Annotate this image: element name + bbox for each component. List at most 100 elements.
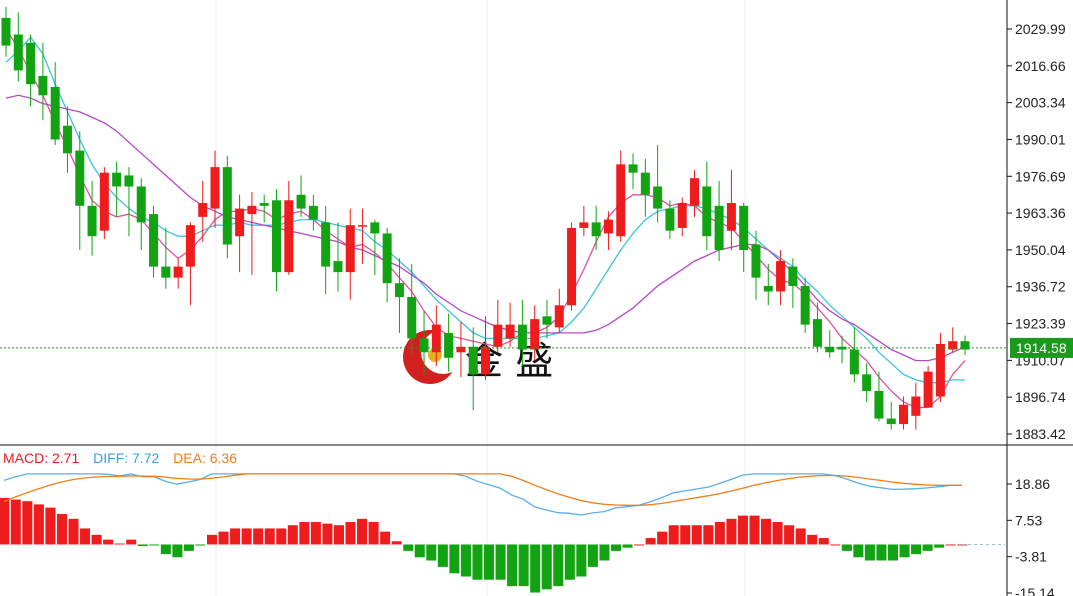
candle bbox=[62, 106, 72, 173]
candle-body bbox=[677, 203, 687, 228]
candle bbox=[247, 192, 257, 275]
macd-bar bbox=[807, 534, 818, 545]
candle bbox=[923, 366, 933, 408]
candle-body bbox=[530, 319, 540, 350]
macd-bar bbox=[56, 514, 67, 545]
candle bbox=[935, 332, 945, 403]
candle bbox=[899, 396, 909, 430]
candle bbox=[616, 150, 626, 242]
macd-bar bbox=[80, 528, 91, 545]
candle bbox=[185, 222, 195, 306]
macd-bar bbox=[599, 544, 610, 561]
candle bbox=[837, 335, 847, 364]
candle-body bbox=[468, 346, 478, 375]
candle-body bbox=[616, 164, 626, 237]
macd-bar bbox=[333, 525, 344, 545]
macd-bar bbox=[518, 544, 529, 587]
candle-body bbox=[763, 285, 773, 292]
candle bbox=[50, 62, 60, 146]
macd-bar bbox=[287, 525, 298, 545]
macd-bar bbox=[864, 544, 875, 561]
macd-bar bbox=[818, 538, 829, 545]
candle-body bbox=[517, 324, 527, 350]
macd-bar bbox=[345, 522, 356, 545]
macd-bar bbox=[357, 518, 368, 545]
candle-body bbox=[825, 346, 835, 353]
candle-body bbox=[173, 266, 183, 278]
macd-bar bbox=[414, 544, 425, 558]
candle-body bbox=[567, 227, 577, 306]
candle bbox=[26, 34, 36, 107]
candle bbox=[603, 211, 613, 251]
candle bbox=[530, 305, 540, 361]
macd-bar bbox=[172, 544, 183, 558]
candle-body bbox=[26, 42, 36, 85]
candle-body bbox=[591, 222, 601, 237]
macd-bar bbox=[218, 531, 229, 545]
last-price-label: 1914.58 bbox=[1016, 340, 1067, 356]
macd-bar bbox=[460, 544, 471, 577]
candle bbox=[321, 205, 331, 295]
macd-bar bbox=[610, 544, 622, 551]
candle bbox=[112, 161, 122, 217]
macd-bar bbox=[403, 544, 414, 551]
candle bbox=[259, 194, 269, 223]
macd-bar bbox=[495, 544, 506, 580]
candle bbox=[296, 175, 306, 217]
candle bbox=[394, 258, 404, 333]
macd-bar bbox=[541, 544, 552, 590]
candle-body bbox=[444, 332, 454, 358]
candle-body bbox=[161, 266, 171, 278]
candle bbox=[948, 327, 958, 353]
macd-bar bbox=[634, 544, 645, 546]
candle-body bbox=[284, 200, 294, 273]
candle-body bbox=[382, 233, 392, 284]
candle bbox=[198, 180, 208, 242]
candle-body bbox=[726, 203, 736, 231]
candle bbox=[271, 189, 281, 292]
candle-body bbox=[493, 324, 503, 347]
macd-bar bbox=[380, 531, 391, 545]
macd-bar bbox=[530, 544, 541, 593]
candle bbox=[542, 299, 552, 339]
candle bbox=[788, 258, 798, 309]
macd-bar bbox=[784, 525, 795, 545]
macd-bar bbox=[426, 544, 437, 561]
macd-bar bbox=[680, 525, 691, 545]
macd-tick-label: -3.81 bbox=[1015, 549, 1047, 565]
macd-bar bbox=[564, 544, 575, 580]
candle bbox=[456, 321, 466, 378]
macd-tick-label: 7.53 bbox=[1015, 512, 1042, 528]
candle-body bbox=[38, 75, 48, 96]
candle-body bbox=[198, 203, 208, 217]
candle-body bbox=[886, 418, 896, 425]
macd-bar bbox=[576, 544, 587, 577]
candle bbox=[333, 222, 343, 292]
macd-bar bbox=[853, 544, 864, 558]
candle bbox=[13, 12, 23, 82]
macd-bar bbox=[253, 528, 264, 545]
macd-bar bbox=[887, 544, 899, 561]
candle bbox=[358, 208, 368, 264]
candle bbox=[653, 145, 663, 223]
macd-bar bbox=[0, 497, 10, 545]
candle-body bbox=[640, 172, 650, 195]
candle bbox=[345, 208, 355, 300]
candle bbox=[739, 203, 749, 273]
candle bbox=[235, 194, 245, 273]
macd-bar bbox=[772, 522, 783, 545]
macd-bar bbox=[230, 528, 241, 545]
price-tick-label: 1963.36 bbox=[1015, 205, 1066, 221]
price-tick-label: 1936.72 bbox=[1015, 279, 1066, 295]
macd-bar bbox=[472, 544, 483, 580]
macd-bar bbox=[264, 528, 275, 545]
candle-body bbox=[345, 225, 355, 273]
candle bbox=[751, 230, 761, 300]
candle-body bbox=[358, 225, 368, 227]
macd-bar bbox=[922, 544, 933, 551]
macd-bar bbox=[553, 544, 564, 587]
candle bbox=[124, 167, 134, 237]
candle-body bbox=[247, 205, 257, 215]
macd-bar bbox=[622, 544, 633, 548]
macd-bar bbox=[310, 522, 321, 545]
